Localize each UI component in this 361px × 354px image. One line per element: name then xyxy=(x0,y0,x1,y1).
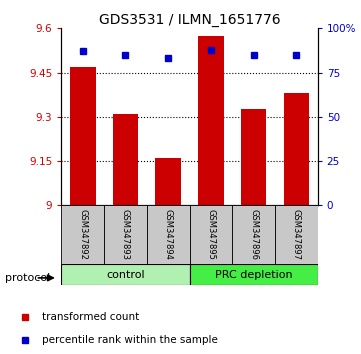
Bar xyxy=(113,114,138,205)
Bar xyxy=(190,205,232,264)
Bar xyxy=(198,36,224,205)
Bar xyxy=(155,158,181,205)
Text: GSM347892: GSM347892 xyxy=(78,209,87,260)
Bar xyxy=(61,205,104,264)
Text: protocol: protocol xyxy=(5,273,51,283)
Text: GSM347895: GSM347895 xyxy=(206,209,216,260)
Bar xyxy=(241,109,266,205)
Bar xyxy=(232,205,275,264)
Text: control: control xyxy=(106,270,145,280)
Text: transformed count: transformed count xyxy=(42,312,139,322)
Bar xyxy=(275,205,318,264)
Bar xyxy=(190,264,318,285)
Bar xyxy=(283,93,309,205)
Bar xyxy=(147,205,190,264)
Title: GDS3531 / ILMN_1651776: GDS3531 / ILMN_1651776 xyxy=(99,13,280,27)
Text: GSM347894: GSM347894 xyxy=(164,209,173,260)
Bar xyxy=(61,264,190,285)
Text: GSM347893: GSM347893 xyxy=(121,209,130,260)
Text: percentile rank within the sample: percentile rank within the sample xyxy=(42,335,218,346)
Text: PRC depletion: PRC depletion xyxy=(215,270,292,280)
Bar xyxy=(104,205,147,264)
Text: GSM347897: GSM347897 xyxy=(292,209,301,260)
Text: GSM347896: GSM347896 xyxy=(249,209,258,260)
Bar xyxy=(70,67,96,205)
